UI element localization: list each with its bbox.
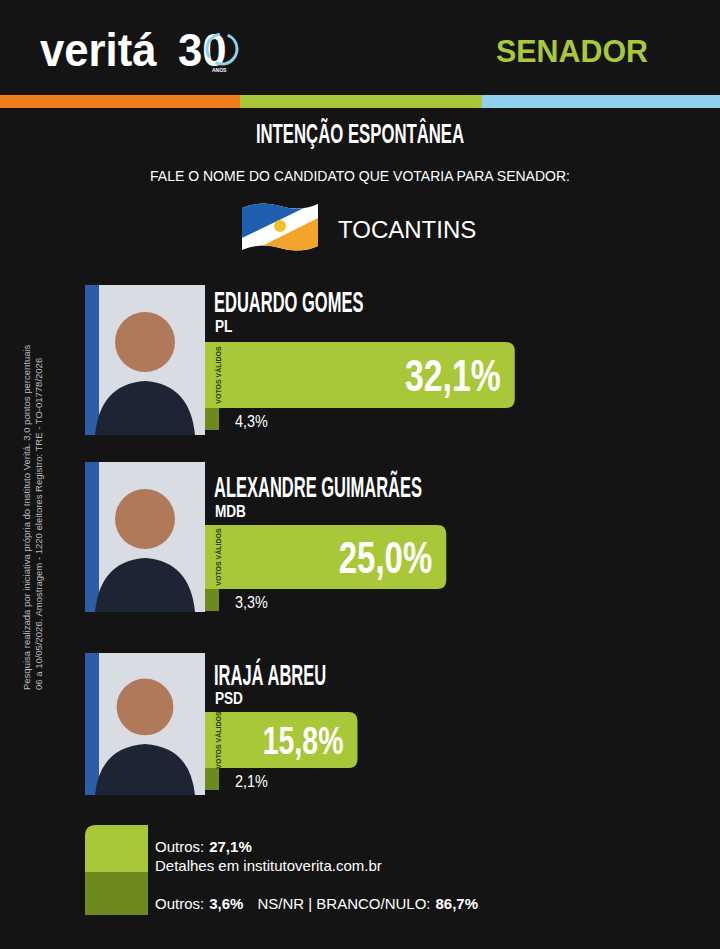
total-label-group: 3,3% (235, 593, 268, 611)
footer-text: Outros: 3,6% NS/NR | BRANCO/NULO: 86,7% (155, 895, 478, 912)
total-label-group: 2,1% (235, 772, 268, 790)
brand-group: veritá (40, 24, 158, 76)
photo-bg (85, 653, 205, 795)
brand-ring (207, 34, 237, 64)
side-note: Pesquisa realizada por iniciativa própri… (21, 344, 32, 690)
candidate-name-group: IRAJÁ ABREU (214, 658, 326, 691)
total-label: 3,3% (235, 593, 268, 611)
footer-part: NS/NR | BRANCO/NULO: (257, 895, 430, 912)
section-title: INTENÇÃO ESPONTÂNEA (256, 119, 464, 149)
side-note-group: Pesquisa realizada por iniciativa própri… (21, 344, 32, 690)
footer-box (85, 825, 148, 915)
photo-flag (85, 462, 99, 612)
bar (205, 525, 446, 589)
total-label: 4,3% (235, 412, 268, 430)
value-label-group: 25,0% (339, 533, 433, 582)
candidate-name-group: EDUARDO GOMES (214, 285, 363, 318)
candidate-name: ALEXANDRE GUIMARÃES (214, 470, 422, 503)
total-tab (205, 589, 219, 611)
series-name: VOTOS VÁLIDOS (214, 346, 222, 404)
question: FALE O NOME DO CANDIDATO QUE VOTARIA PAR… (150, 168, 570, 184)
office: SENADOR (496, 33, 648, 69)
series-name-group: VOTOS VÁLIDOS (214, 346, 222, 404)
stripe (0, 95, 240, 108)
series-name-group: VOTOS VÁLIDOS (214, 711, 222, 769)
footer-part: Outros: (155, 895, 204, 912)
party-group: PL (215, 317, 232, 336)
footer-part: Outros: (155, 838, 204, 855)
photo-body (95, 381, 195, 435)
candidate-name: EDUARDO GOMES (214, 285, 363, 318)
series-name-group: VOTOS VÁLIDOS (214, 528, 222, 586)
state: TOCANTINS (338, 216, 476, 243)
section-title-group: INTENÇÃO ESPONTÂNEA (256, 119, 464, 149)
photo-flag (85, 653, 99, 795)
value-label: 32,1% (405, 350, 501, 400)
brand: veritá (40, 24, 158, 76)
bar (205, 712, 357, 768)
total-label-group: 4,3% (235, 412, 268, 430)
candidate-photo (85, 285, 205, 435)
value-label: 15,8% (263, 720, 344, 762)
photo-bg (85, 285, 205, 435)
infographic: veritá 30ANOS SENADOR INTENÇÃO ESPONTÂNEA FA… (0, 0, 720, 949)
footer-text: Detalhes em institutoverita.com.br (155, 857, 382, 874)
flag-yellow (262, 218, 318, 251)
photo-head (117, 679, 174, 736)
side-note: 06 a 10/05/2026. Amostragem - 1220 eleit… (33, 358, 44, 690)
value-label-group: 32,1% (405, 350, 501, 400)
brand-number-group: 30 (178, 24, 227, 76)
photo-head (115, 312, 175, 372)
side-note-group: 06 a 10/05/2026. Amostragem - 1220 eleit… (33, 358, 44, 690)
flag-white (242, 203, 318, 250)
flag-sun (274, 220, 286, 232)
value-label-group: 15,8% (263, 720, 344, 762)
stripe (482, 95, 720, 108)
footer-total-box (85, 872, 148, 915)
footer-part: 86,7% (435, 895, 478, 912)
bar (205, 342, 515, 408)
footer-text: Outros: 27,1% (155, 838, 252, 855)
photo-body (95, 744, 195, 795)
party: PL (215, 317, 232, 336)
total-tab (205, 768, 219, 790)
stripe (240, 95, 482, 108)
brand-number: 30 (178, 24, 227, 76)
state-group: TOCANTINS (338, 216, 476, 243)
question-group: FALE O NOME DO CANDIDATO QUE VOTARIA PAR… (150, 168, 570, 184)
candidate-photo (85, 462, 205, 612)
total-tab (205, 408, 219, 430)
party-group: PSD (215, 689, 243, 708)
value-label: 25,0% (339, 533, 433, 582)
series-name: VOTOS VÁLIDOS (214, 528, 222, 586)
flag (242, 203, 318, 250)
candidate-photo (85, 653, 205, 795)
party-group: MDB (215, 502, 246, 521)
brand-sub-group: ANOS (212, 67, 227, 73)
photo-flag (85, 285, 99, 435)
brand-sub: ANOS (212, 67, 227, 73)
photo-bg (85, 462, 205, 612)
party: PSD (215, 689, 243, 708)
footer-part: 27,1% (209, 838, 252, 855)
footer-part: Detalhes em institutoverita.com.br (155, 857, 382, 874)
photo-body (95, 558, 195, 612)
background (0, 0, 720, 949)
photo-head (115, 489, 175, 549)
candidate-name: IRAJÁ ABREU (214, 658, 326, 691)
footer-valid-box (85, 825, 148, 872)
candidate-name-group: ALEXANDRE GUIMARÃES (214, 470, 422, 503)
footer-part: 3,6% (209, 895, 243, 912)
total-label: 2,1% (235, 772, 268, 790)
party: MDB (215, 502, 246, 521)
bars (205, 342, 515, 790)
office-group: SENADOR (496, 33, 648, 69)
series-name: VOTOS VÁLIDOS (214, 711, 222, 769)
